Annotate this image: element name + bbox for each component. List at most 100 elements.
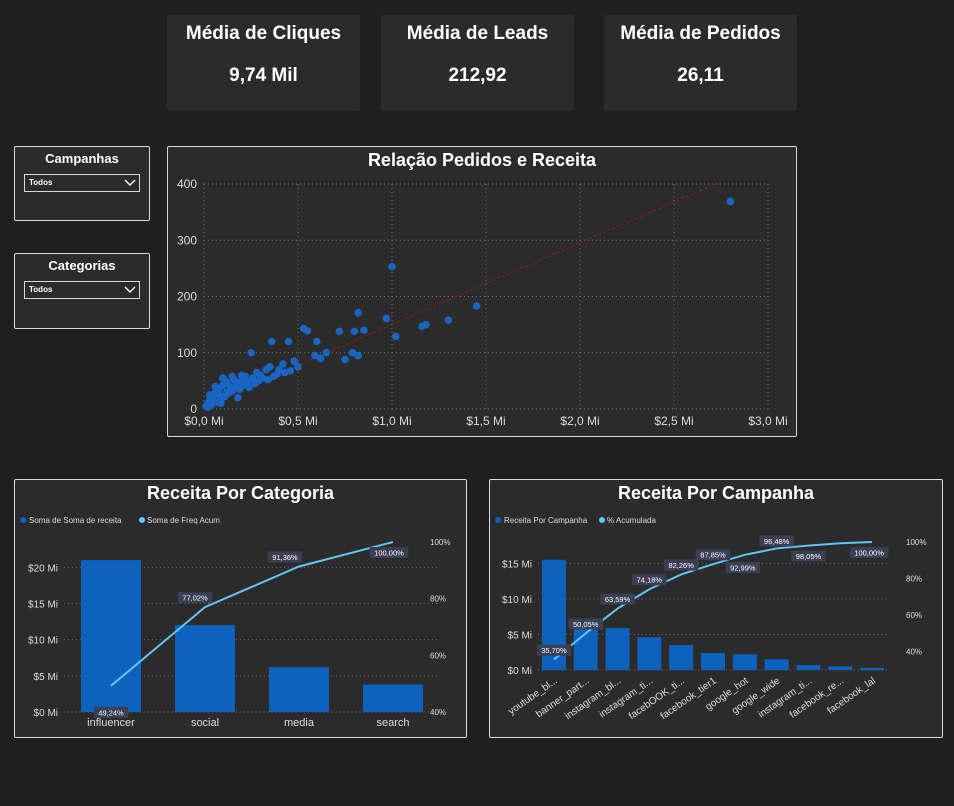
scatter-point (215, 391, 223, 399)
data-label-bg (725, 561, 761, 573)
categoria-chart-panel: Receita Por Categoria Soma de Soma de rec… (14, 479, 467, 738)
campanhas-dropdown[interactable]: Todos (24, 174, 140, 192)
kpi-value: 9,74 Mil (229, 65, 298, 86)
scatter-point (219, 374, 227, 382)
scatter-point (211, 382, 220, 391)
data-label: 100,00% (374, 549, 404, 558)
scatter-point (354, 351, 362, 360)
scatter-point (348, 348, 357, 357)
scatter-point (388, 262, 396, 271)
data-label-bg (536, 644, 572, 656)
cumulative-line (110, 541, 394, 687)
scatter-point (360, 326, 368, 335)
chevron-down-icon (124, 286, 136, 293)
dropdown-value: Todos (29, 178, 53, 187)
data-label: 91,36% (272, 553, 298, 562)
bar (860, 667, 885, 670)
dropdown-value: Todos (29, 285, 53, 294)
bar (81, 560, 141, 712)
x-tick-label: $0,5 Mi (278, 414, 317, 428)
data-label: 100,00% (854, 549, 884, 558)
data-label-bg (759, 535, 794, 547)
kpi-title: Média de Pedidos (620, 23, 781, 44)
chart-title: Receita Por Categoria (147, 483, 335, 503)
y-tick-label: $5 Mi (34, 672, 58, 683)
scatter-point (273, 370, 282, 378)
legend-marker-bar (495, 517, 501, 523)
y-tick-label: $5 Mi (508, 630, 532, 641)
scatter-point (418, 322, 426, 331)
bar (732, 654, 757, 670)
scatter-chart[interactable]: Relação Pedidos e Receita 0 100 200 300 400 $0… (168, 147, 796, 436)
scatter-point (382, 314, 391, 323)
scatter-point (252, 368, 261, 377)
data-label-bg (369, 547, 409, 558)
legend-label: % Acumulada (607, 516, 656, 525)
cumulative-line (553, 541, 873, 661)
slicer-campanhas: Campanhas Todos (14, 146, 150, 221)
data-label-bg (632, 574, 667, 586)
data-label: 77,02% (182, 594, 208, 603)
slicer-title: Categorias (48, 258, 116, 273)
legend-marker-bar (20, 517, 26, 523)
y-tick-label: 100 (177, 346, 197, 360)
scatter-point (316, 354, 325, 363)
scatter-point (228, 372, 236, 381)
y2-tick-label: 80% (906, 575, 922, 584)
y-tick-label: $0 Mi (34, 708, 58, 719)
scatter-point (245, 383, 253, 392)
bar (828, 666, 853, 670)
x-tick-label: social (191, 717, 219, 729)
y2-tick-label: 100% (430, 538, 450, 547)
y-tick-label: 200 (177, 290, 197, 304)
slicer-title: Campanhas (45, 151, 119, 166)
scatter-point (205, 391, 214, 399)
x-tick-label: $2,0 Mi (560, 414, 599, 428)
y-tick-label: $15 Mi (502, 559, 532, 570)
y-tick-label: $20 Mi (28, 563, 58, 574)
scatter-point (209, 396, 218, 405)
bar (605, 628, 630, 670)
y-tick-label: $15 Mi (28, 599, 58, 610)
campanha-chart[interactable]: Receita Por Campanha Receita Por Campanha… (490, 480, 942, 737)
scatter-point (217, 399, 225, 408)
campanha-chart-panel: Receita Por Campanha Receita Por Campanha… (489, 479, 943, 738)
scatter-point (472, 302, 481, 310)
kpi-value: 26,11 (677, 65, 724, 86)
scatter-point (350, 327, 359, 336)
bar (573, 625, 598, 670)
data-label-bg (177, 592, 213, 604)
data-label-bg (695, 549, 731, 561)
x-tick-label: $0,0 Mi (184, 414, 223, 428)
scatter-point (247, 348, 255, 357)
chart-title: Relação Pedidos e Receita (368, 150, 597, 170)
scatter-point (222, 388, 231, 396)
legend-label: Soma de Freq Acum (147, 516, 220, 525)
categorias-dropdown[interactable]: Todos (24, 281, 140, 299)
data-label-bg (600, 593, 635, 605)
bar (764, 659, 789, 670)
y2-tick-label: 100% (906, 538, 926, 547)
data-label: 49,24% (98, 708, 124, 717)
scatter-point (341, 355, 349, 364)
categoria-chart[interactable]: Receita Por Categoria Soma de Soma de rec… (15, 480, 466, 737)
scatter-point (299, 324, 308, 333)
bar (363, 684, 423, 712)
data-label: 87,85% (700, 551, 726, 560)
data-label: 50,05% (573, 620, 599, 629)
scatter-point (444, 316, 453, 324)
y-tick-label: $10 Mi (502, 595, 532, 606)
kpi-title: Média de Cliques (185, 23, 342, 44)
x-tick-label: $1,0 Mi (372, 414, 411, 428)
scatter-point (322, 348, 330, 357)
scatter-point (354, 309, 362, 317)
bar (175, 625, 235, 712)
data-label-bg (663, 559, 699, 571)
legend-marker-line (599, 517, 605, 523)
x-tick-label: search (376, 717, 409, 729)
scatter-point (294, 363, 302, 371)
kpi-title: Média de Leads (406, 23, 549, 44)
scatter-point (279, 360, 287, 368)
legend-marker-line (139, 517, 145, 523)
data-label-bg (93, 706, 129, 718)
